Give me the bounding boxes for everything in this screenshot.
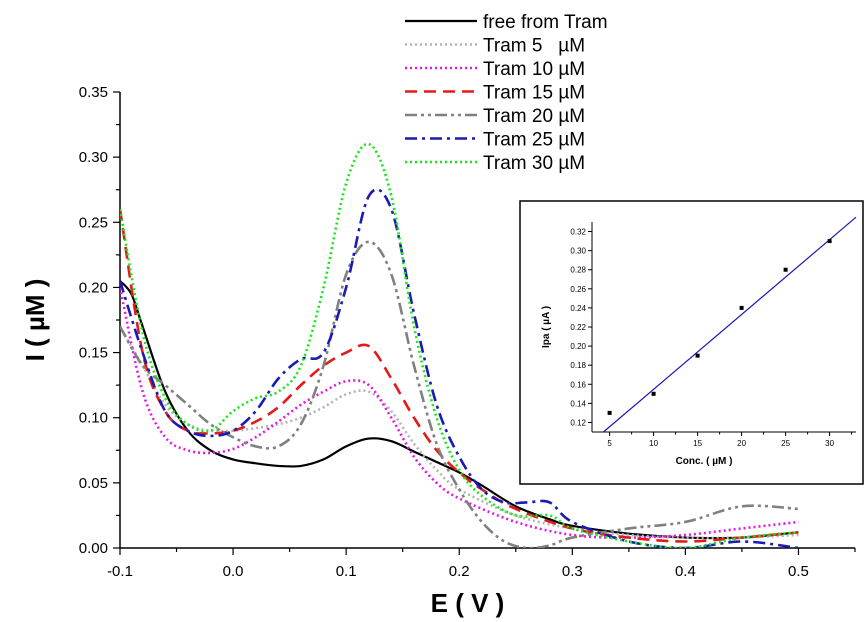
inset-x-axis-title: Conc. ( µM ): [676, 456, 733, 467]
inset-y-tick-label: 0.24: [570, 304, 586, 313]
inset-y-tick-label: 0.26: [570, 285, 586, 294]
inset-y-tick-label: 0.20: [570, 342, 586, 351]
legend-label-6: Tram 25 µM: [483, 130, 585, 151]
series-line-7: [120, 142, 799, 548]
series-line-5: [120, 240, 799, 548]
inset-y-tick-label: 0.12: [570, 418, 586, 427]
x-tick-label: 0.3: [562, 563, 583, 580]
y-tick-label: 0.00: [79, 540, 108, 557]
y-axis-title: I ( µM ): [20, 279, 50, 362]
x-tick-label: 0.2: [449, 563, 470, 580]
legend-label-4: Tram 15 µM: [483, 83, 585, 104]
inset-x-tick-label: 10: [649, 439, 658, 448]
inset-data-point: [739, 305, 744, 310]
y-tick-label: 0.25: [79, 214, 108, 231]
inset-data-point: [827, 239, 832, 244]
inset-y-tick-label: 0.30: [570, 247, 586, 256]
inset-y-tick-label: 0.22: [570, 323, 586, 332]
inset-plot: 5 10 15 20 25 30 0.12 0.14 0.16 0.18 0.20 0.22 0.24 0…: [519, 200, 864, 485]
inset-fit-line: [603, 216, 857, 433]
inset-data-point: [607, 410, 612, 415]
inset-x-tick-label: 30: [825, 439, 834, 448]
y-tick-label: 0.30: [79, 149, 108, 166]
inset-y-tick-label: 0.28: [570, 266, 586, 275]
legend-label-2: Tram 5 µM: [483, 36, 585, 57]
inset-data-point: [651, 391, 656, 396]
legend-label-7: Tram 30 µM: [483, 153, 585, 174]
inset-x-tick-label: 25: [781, 439, 790, 448]
x-axis-title: E ( V ): [431, 588, 505, 618]
y-tick-label: 0.20: [79, 279, 108, 296]
inset-y-axis-title: Ipa ( µA ): [541, 306, 552, 348]
legend-label-1: free from Tram: [483, 12, 608, 33]
inset-x-tick-label: 5: [607, 439, 612, 448]
x-tick-label: 0.4: [675, 563, 696, 580]
inset-data-point: [783, 267, 788, 272]
x-tick-label: 0.5: [788, 563, 809, 580]
inset-x-tick-label: 20: [737, 439, 746, 448]
inset-y-tick-label: 0.14: [570, 399, 586, 408]
x-tick-label: -0.1: [107, 563, 133, 580]
legend-label-3: Tram 10 µM: [483, 59, 585, 80]
inset-y-tick-label: 0.16: [570, 380, 586, 389]
y-tick-label: 0.15: [79, 345, 108, 362]
inset-y-tick-label: 0.32: [570, 228, 586, 237]
inset-x-tick-label: 15: [693, 439, 702, 448]
y-tick-label: 0.35: [79, 84, 108, 101]
x-tick-label: 0.1: [336, 563, 357, 580]
y-tick-label: 0.10: [79, 410, 108, 427]
inset-frame: [519, 200, 864, 485]
inset-y-tick-label: 0.18: [570, 361, 586, 370]
y-tick-label: 0.05: [79, 475, 108, 492]
x-tick-label: 0.0: [223, 563, 244, 580]
inset-data-point: [695, 353, 700, 358]
legend-label-5: Tram 20 µM: [483, 106, 585, 127]
main-plot: -0.1 0.0 0.1 0.2 0.3 0.4 0.5 0.00 0.05 0.10 0.15 0.…: [20, 84, 856, 618]
